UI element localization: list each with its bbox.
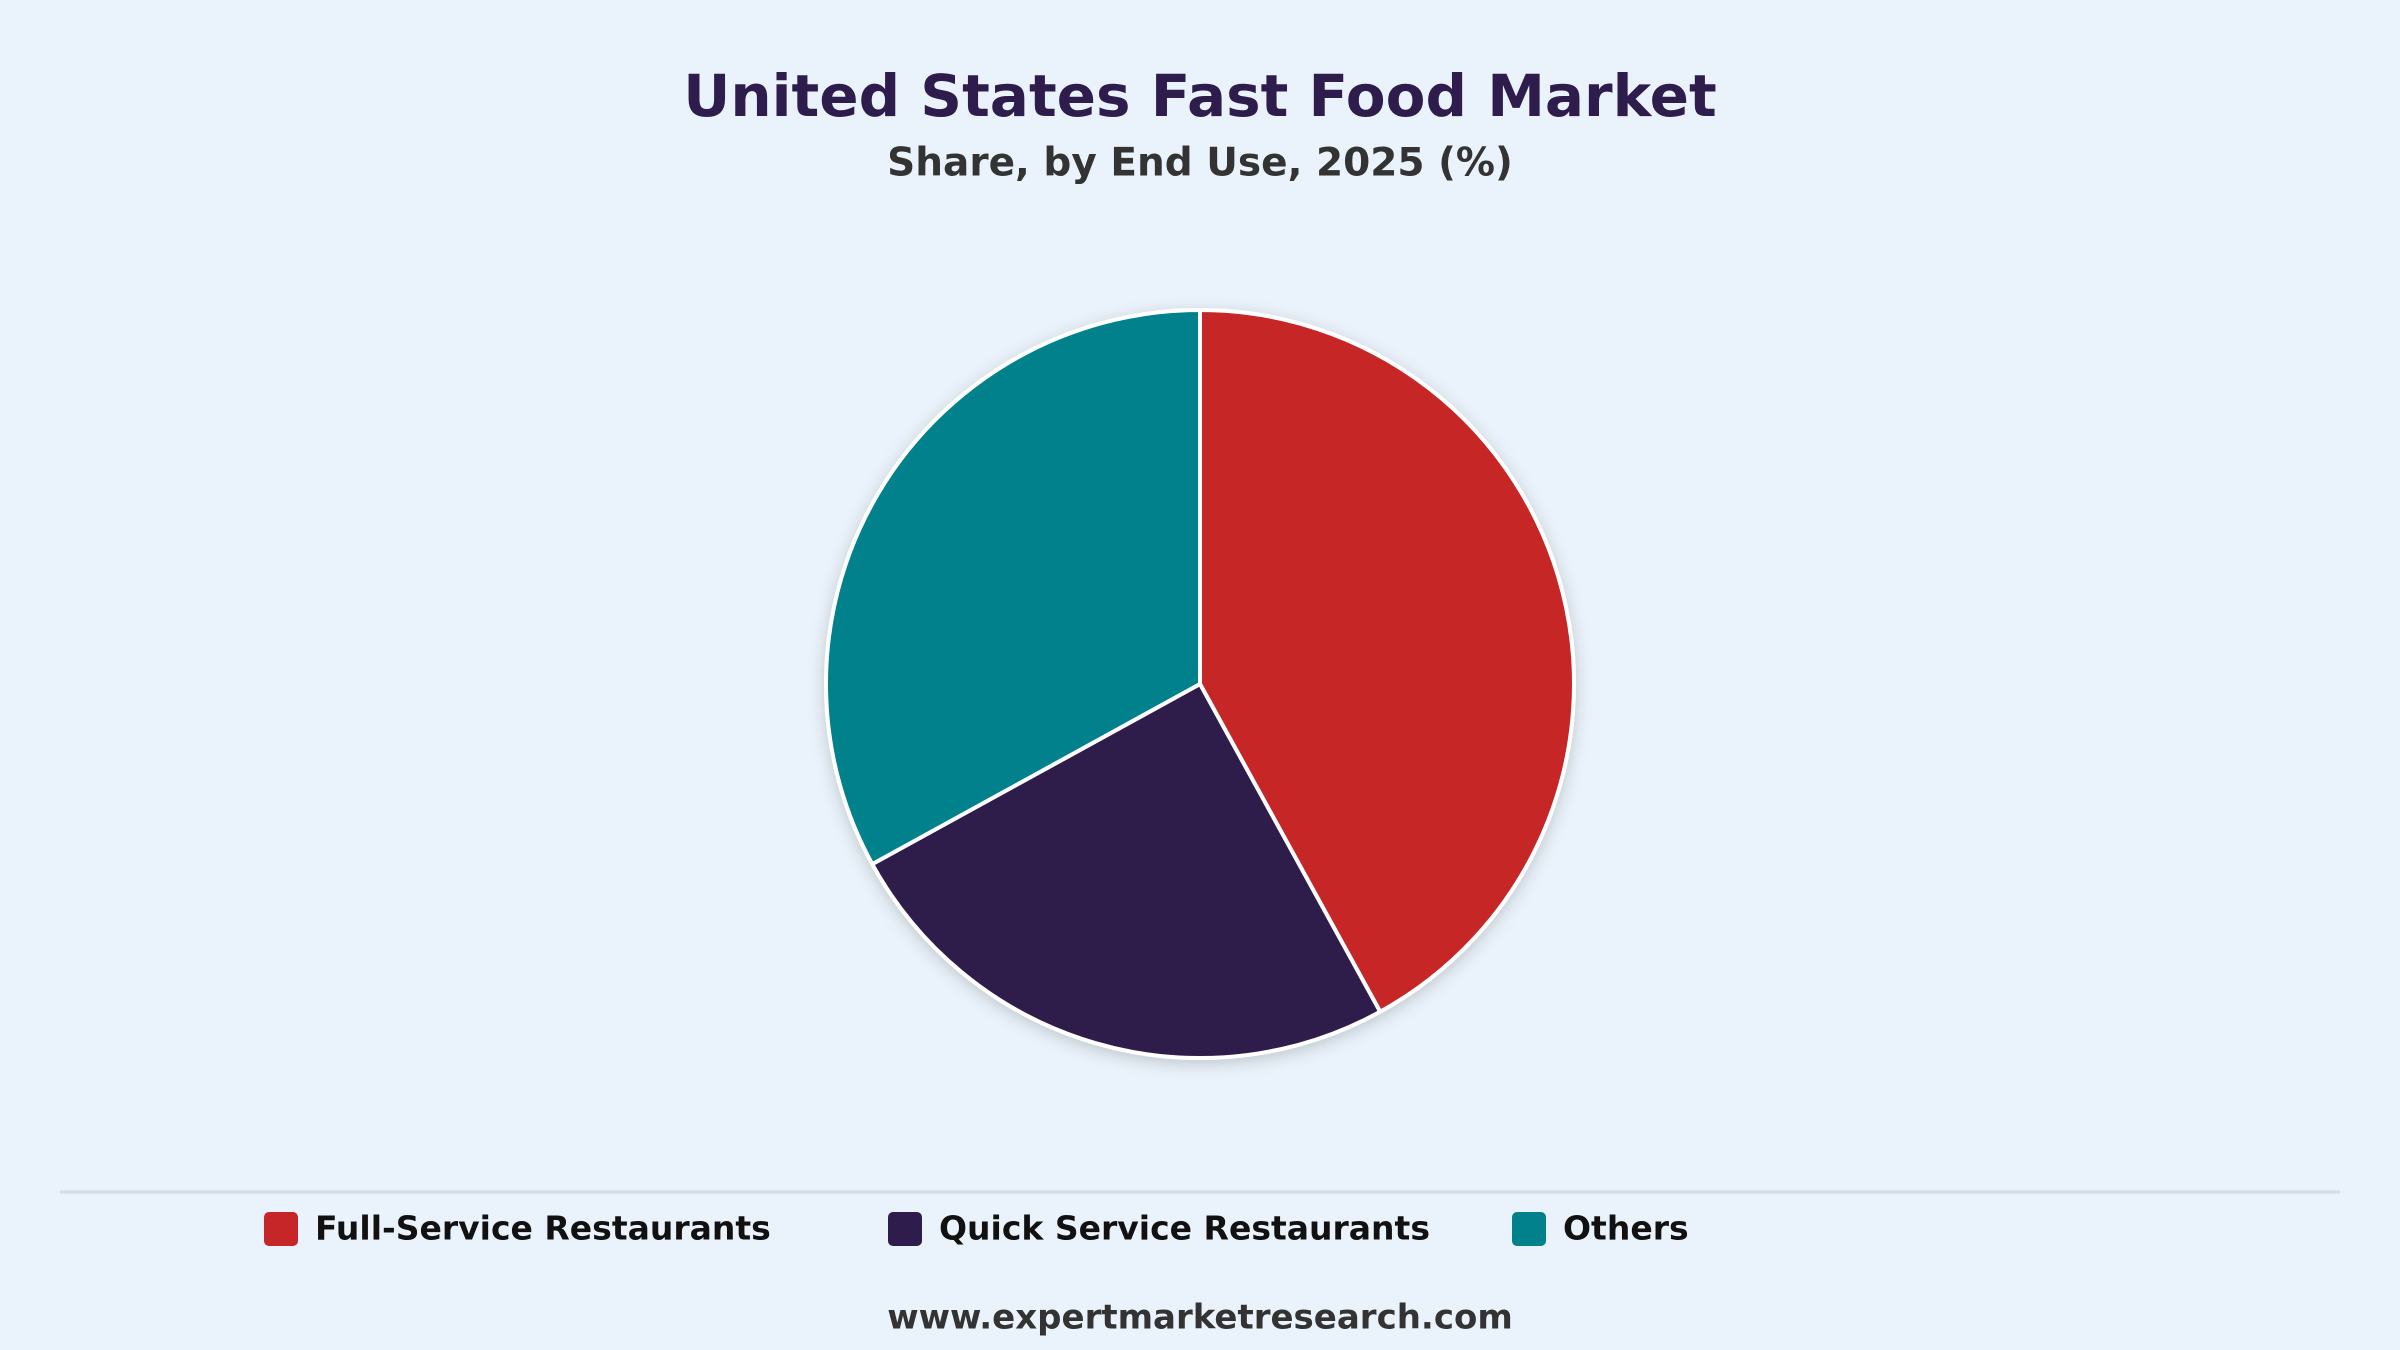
pie-slice bbox=[1198, 308, 1577, 1014]
legend-label: Others bbox=[1563, 1209, 1689, 1248]
pie bbox=[824, 308, 1577, 1060]
pie-slice bbox=[824, 308, 1202, 867]
legend-swatch bbox=[888, 1212, 922, 1246]
chart-title: United States Fast Food Market bbox=[683, 62, 1716, 130]
legend-swatch bbox=[264, 1212, 298, 1246]
legend-swatch bbox=[1512, 1212, 1546, 1246]
legend: Full-Service Restaurants Quick Service Re… bbox=[264, 1209, 1689, 1248]
pie-slice bbox=[870, 682, 1383, 1060]
source: www.expertmarketresearch.com bbox=[887, 1298, 1513, 1338]
chart-subtitle: Share, by End Use, 2025 (%) bbox=[887, 141, 1513, 186]
legend-label: Full-Service Restaurants bbox=[315, 1209, 771, 1248]
legend-label: Quick Service Restaurants bbox=[939, 1209, 1430, 1248]
